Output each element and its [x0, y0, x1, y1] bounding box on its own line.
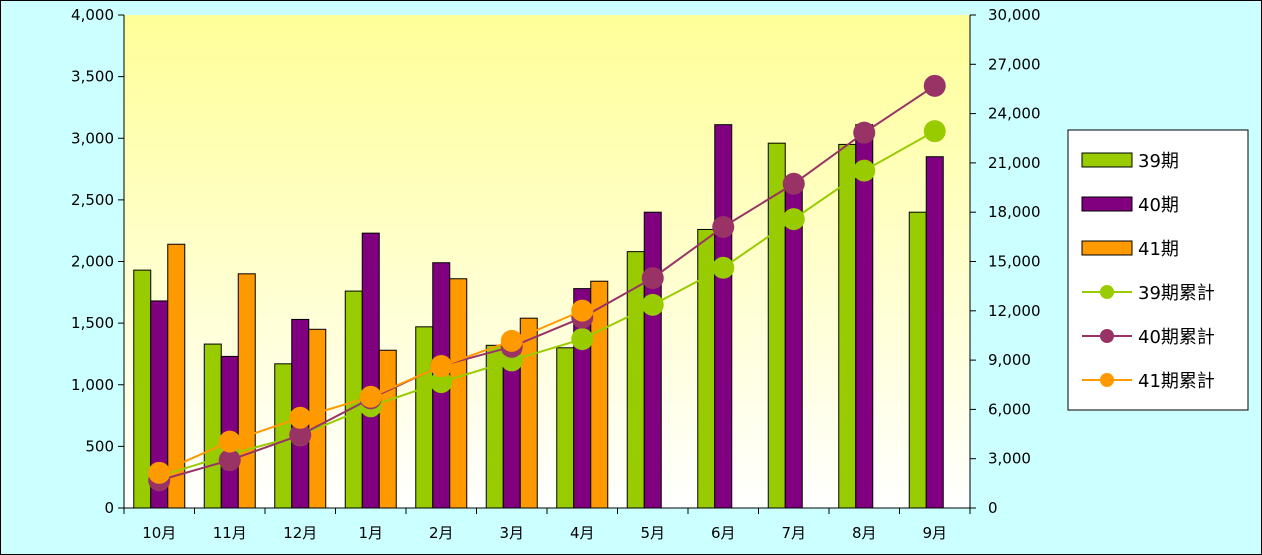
x-tick-label: 12月 [283, 524, 317, 542]
right-tick-label: 30,000 [988, 6, 1041, 24]
bar-40期-9月 [925, 156, 944, 509]
legend-swatch-39期 [1081, 152, 1133, 168]
legend-marker-40期累計 [1100, 329, 1114, 343]
legend-label-41期: 41期 [1138, 239, 1179, 260]
right-tick-label: 6,000 [988, 400, 1031, 418]
legend-label-40期: 40期 [1138, 195, 1179, 216]
x-tick-label: 11月 [213, 524, 247, 542]
point-39期累計-2月 [430, 371, 453, 394]
point-40期累計-5月 [641, 267, 664, 290]
right-tick-label: 18,000 [988, 203, 1041, 221]
legend-swatch-40期 [1081, 196, 1133, 212]
legend-marker-39期累計 [1100, 285, 1114, 299]
x-tick-label: 3月 [499, 524, 524, 542]
legend-box [1067, 129, 1249, 411]
right-tick-label: 9,000 [988, 351, 1031, 369]
bar-40期-1月 [361, 232, 380, 509]
x-tick-label: 2月 [429, 524, 454, 542]
point-39期累計-4月 [571, 328, 594, 351]
point-40期累計-6月 [712, 215, 735, 238]
legend: 39期 40期 41期 39期累計 40期累計 41期累計 [1067, 129, 1249, 411]
bar-40期-6月 [714, 124, 733, 509]
legend-swatch-41期 [1081, 240, 1133, 256]
legend-label-40期累計: 40期累計 [1138, 327, 1215, 348]
x-tick-label: 10月 [142, 524, 176, 542]
right-tick-label: 15,000 [988, 253, 1041, 271]
point-41期累計-10月 [148, 461, 171, 484]
right-tick-label: 24,000 [988, 105, 1041, 123]
left-tick-label: 1,500 [71, 314, 114, 332]
bar-39期-2月 [415, 326, 434, 509]
bar-39期-11月 [203, 343, 222, 509]
left-tick-label: 3,500 [71, 68, 114, 86]
right-tick-label: 27,000 [988, 55, 1041, 73]
x-tick-label: 4月 [570, 524, 595, 542]
left-tick-label: 1,000 [71, 376, 114, 394]
bar-41期-4月 [590, 280, 609, 509]
bar-39期-6月 [697, 228, 716, 509]
bar-40期-3月 [502, 365, 521, 509]
bar-41期-1月 [378, 349, 397, 509]
lines [148, 74, 946, 492]
bar-40期-7月 [784, 183, 803, 509]
point-39期累計-7月 [782, 208, 805, 231]
point-40期累計-7月 [782, 172, 805, 195]
right-tick-label: 21,000 [988, 154, 1041, 172]
point-41期累計-11月 [218, 430, 241, 453]
bar-40期-8月 [855, 124, 874, 509]
left-tick-label: 2,500 [71, 191, 114, 209]
point-39期累計-9月 [923, 120, 946, 143]
bars [133, 124, 944, 509]
bar-39期-10月 [133, 269, 152, 509]
x-tick-label: 7月 [781, 524, 806, 542]
point-41期累計-1月 [359, 385, 382, 408]
point-41期累計-12月 [289, 406, 312, 429]
left-tick-label: 0 [104, 499, 114, 517]
point-41期累計-2月 [430, 355, 453, 378]
left-tick-label: 4,000 [71, 6, 114, 24]
legend-label-41期累計: 41期累計 [1138, 371, 1215, 392]
point-41期累計-4月 [571, 299, 594, 322]
left-tick-label: 500 [85, 437, 114, 455]
point-40期累計-12月 [289, 424, 312, 447]
plot-area [124, 15, 970, 508]
bar-39期-12月 [274, 363, 293, 509]
line-40期累計 [158, 84, 936, 482]
bar-40期-5月 [643, 211, 662, 509]
bar-39期-3月 [485, 344, 504, 509]
left-tick-label: 3,000 [71, 129, 114, 147]
x-tick-label: 6月 [711, 524, 736, 542]
x-tick-label: 5月 [640, 524, 665, 542]
point-39期累計-5月 [641, 293, 664, 316]
legend-label-39期累計: 39期累計 [1138, 283, 1215, 304]
x-tick-label: 1月 [358, 524, 383, 542]
point-40期累計-11月 [218, 449, 241, 472]
point-40期累計-9月 [923, 74, 946, 97]
legend-label-39期: 39期 [1138, 151, 1179, 172]
bar-41期-12月 [308, 328, 327, 509]
bar-39期-9月 [908, 211, 927, 509]
legend-marker-41期累計 [1100, 373, 1114, 387]
right-tick-label: 3,000 [988, 450, 1031, 468]
point-39期累計-8月 [853, 159, 876, 182]
point-39期累計-6月 [712, 256, 735, 279]
right-tick-label: 0 [988, 499, 998, 517]
axes: 0 500 1,000 1,500 2,000 2,500 3,000 3,500 4,000 0… [71, 6, 1040, 542]
point-40期累計-8月 [853, 121, 876, 144]
right-tick-label: 12,000 [988, 302, 1041, 320]
point-41期累計-3月 [500, 329, 523, 352]
bar-41期-3月 [519, 317, 538, 509]
bar-39期-4月 [556, 347, 575, 509]
bar-41期-11月 [237, 273, 256, 509]
bar-41期-2月 [449, 278, 468, 509]
bar-39期-8月 [838, 143, 857, 509]
x-tick-label: 8月 [852, 524, 877, 542]
left-tick-label: 2,000 [71, 253, 114, 271]
x-tick-label: 9月 [922, 524, 947, 542]
